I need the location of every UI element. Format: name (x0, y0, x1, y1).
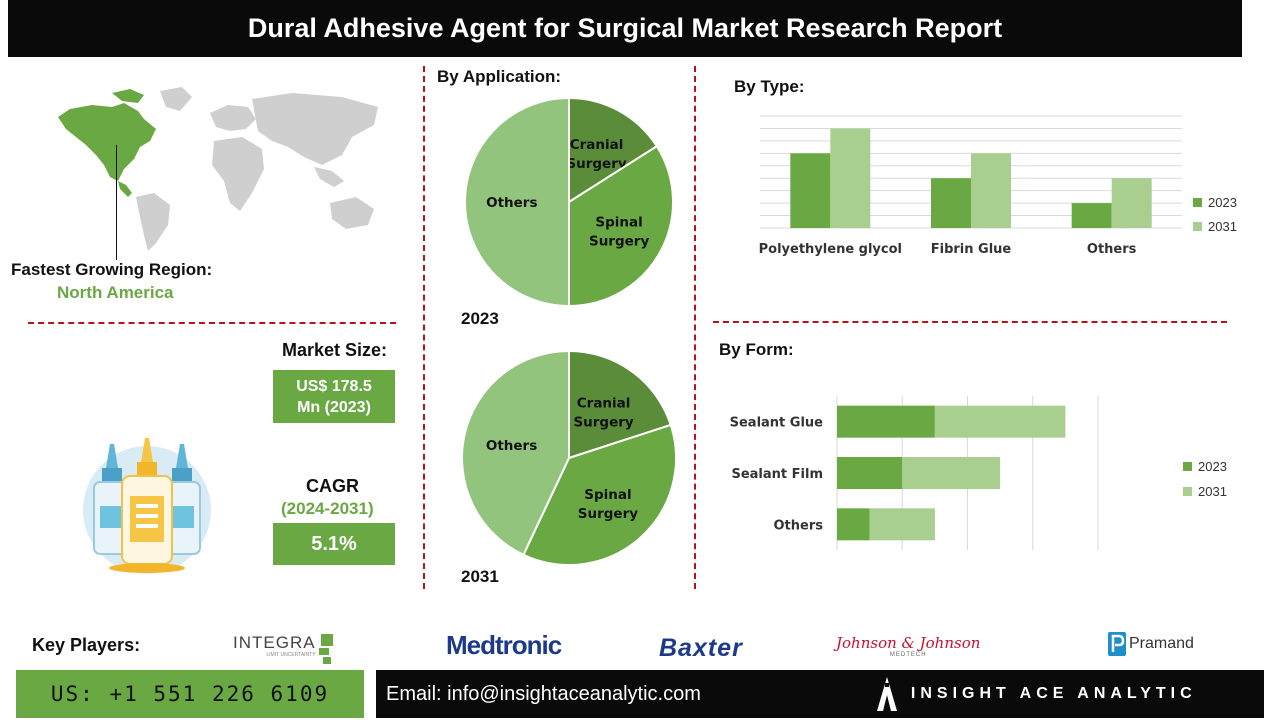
form-bar-2023-0 (837, 405, 935, 438)
type-category-label: Others (1087, 242, 1137, 257)
pie-2031-slice-spinal-surgery (522, 423, 677, 566)
form-bar-group: Sealant Glue Sealant Film Others (730, 396, 1099, 550)
type-bar-2023-2 (1071, 203, 1112, 228)
market-size-value-2: Mn (2023) (297, 398, 371, 416)
email-address[interactable]: Email: info@insightaceanalytic.com (386, 682, 701, 705)
pie-2023-slice-spinal-surgery (568, 144, 674, 308)
pie-2031-slices: Cranial Surgery Spinal Surgery Others (461, 349, 677, 566)
type-legend-2031-label: 2031 (1208, 219, 1237, 234)
pie-2023-year: 2023 (461, 309, 499, 328)
type-heading: By Type: (734, 77, 805, 96)
pie-2023-slices: Cranial Surgery Spinal Surgery Others (464, 96, 674, 308)
divider-right (694, 66, 696, 589)
medtronic-logo: Medtronic (446, 630, 562, 660)
type-bar-2031-0 (830, 128, 871, 228)
title-bar: Dural Adhesive Agent for Surgical Market… (8, 0, 1242, 57)
pie-2031-year: 2031 (461, 567, 499, 586)
pie-2031-label-cranial-surgery: Cranial Surgery (573, 395, 633, 430)
application-heading: By Application: (437, 67, 562, 86)
pie-2031-slice-others (461, 349, 570, 557)
pie-2023-label-spinal-surgery: Spinal Surgery (589, 215, 649, 250)
form-category-label: Sealant Film (731, 467, 823, 482)
pramand-mark-icon (1108, 632, 1126, 656)
pie-2031-slice-cranial-surgery (568, 349, 673, 460)
divider-left-h (28, 322, 396, 324)
form-legend-2031: 2031 (1183, 484, 1227, 499)
form-legend: 2023 2031 (1183, 459, 1227, 499)
baxter-logo: Baxter (659, 634, 743, 662)
form-category-label: Sealant Glue (730, 416, 824, 431)
pie-2023: Cranial Surgery Spinal Surgery Others (464, 96, 674, 308)
form-bar-2023-1 (837, 457, 903, 489)
integra-logo-tagline: LIMIT UNCERTAINTY (266, 652, 316, 658)
jnj-logo-tagline: MEDTECH (889, 652, 927, 658)
insight-ace-logo-icon (876, 677, 897, 711)
region-pointer-line (116, 145, 117, 260)
form-bar-chart: Sealant Glue Sealant Film Others (730, 396, 1099, 550)
pie-2031-label-spinal-surgery: Spinal Surgery (578, 487, 638, 522)
contact-banner: Email: info@insightaceanalytic.com INSIG… (376, 670, 1264, 718)
integra-logo: INTEGRA LIMIT UNCERTAINTY (233, 634, 335, 664)
divider-right-h (713, 321, 1227, 323)
region-value: North America (57, 283, 174, 302)
divider-left (423, 66, 425, 589)
cagr-label: CAGR (306, 476, 359, 496)
pie-2023-label-others: Others (486, 195, 537, 211)
type-legend-2023-label: 2023 (1208, 195, 1237, 210)
cagr-period: (2024-2031) (281, 499, 374, 518)
pie-2023-slice-others (464, 96, 570, 308)
form-bar-2031-2 (869, 508, 935, 541)
form-bar-2031-0 (934, 405, 1066, 438)
world-map (58, 87, 378, 251)
market-size-box: US$ 178.5 Mn (2023) (273, 370, 395, 423)
type-bar-2023-0 (790, 153, 831, 228)
pie-2031: Cranial Surgery Spinal Surgery Others (461, 349, 677, 566)
cagr-value: 5.1% (311, 532, 357, 555)
integra-logo-text: INTEGRA (233, 633, 316, 652)
type-legend-2031: 2031 (1193, 219, 1237, 234)
key-players-label: Key Players: (32, 635, 141, 655)
type-bar-2031-2 (1111, 178, 1152, 228)
form-legend-2031-label: 2031 (1198, 484, 1227, 499)
type-bar-2023-1 (931, 178, 971, 228)
pramand-logo-text: Pramand (1129, 635, 1194, 652)
jnj-logo-text: Johnson & Johnson (836, 634, 981, 652)
integra-mark-icon (318, 634, 333, 664)
type-legend-2023: 2023 (1193, 195, 1237, 210)
type-category-label: Fibrin Glue (931, 242, 1012, 257)
form-bar-2023-2 (837, 508, 870, 541)
brand-name: INSIGHT ACE ANALYTIC (910, 685, 1197, 702)
market-size-value-1: US$ 178.5 (296, 377, 372, 395)
phone-banner: US: +1 551 226 6109 (16, 670, 364, 718)
pie-2023-label-cranial-surgery: Cranial Surgery (566, 137, 626, 172)
type-bar-chart: Polyethylene glycol Fibrin Glue Others (759, 115, 1182, 257)
phone-number[interactable]: US: +1 551 226 6109 (50, 682, 330, 706)
form-heading: By Form: (719, 340, 794, 359)
north-america-shape (58, 103, 156, 181)
region-label: Fastest Growing Region: (11, 260, 213, 279)
form-bar-2031-1 (902, 457, 1001, 489)
type-legend: 2023 2031 (1193, 195, 1237, 234)
form-category-label: Others (774, 518, 824, 533)
pie-2031-label-others: Others (486, 438, 537, 454)
type-bar-2031-1 (971, 153, 1011, 228)
market-size-label: Market Size: (282, 340, 388, 360)
pie-2023-slice-cranial-surgery (568, 96, 659, 204)
page-title: Dural Adhesive Agent for Surgical Market… (247, 13, 1003, 43)
type-category-label: Polyethylene glycol (759, 242, 902, 257)
cagr-box: 5.1% (273, 523, 395, 565)
adhesive-bottles-icon (83, 438, 211, 574)
jnj-logo: Johnson & Johnson MEDTECH (836, 634, 980, 658)
form-legend-2023-label: 2023 (1198, 459, 1227, 474)
pramand-logo: Pramand (1108, 632, 1194, 656)
form-legend-2023: 2023 (1183, 459, 1227, 474)
type-bar-group: Polyethylene glycol Fibrin Glue Others (759, 115, 1182, 257)
